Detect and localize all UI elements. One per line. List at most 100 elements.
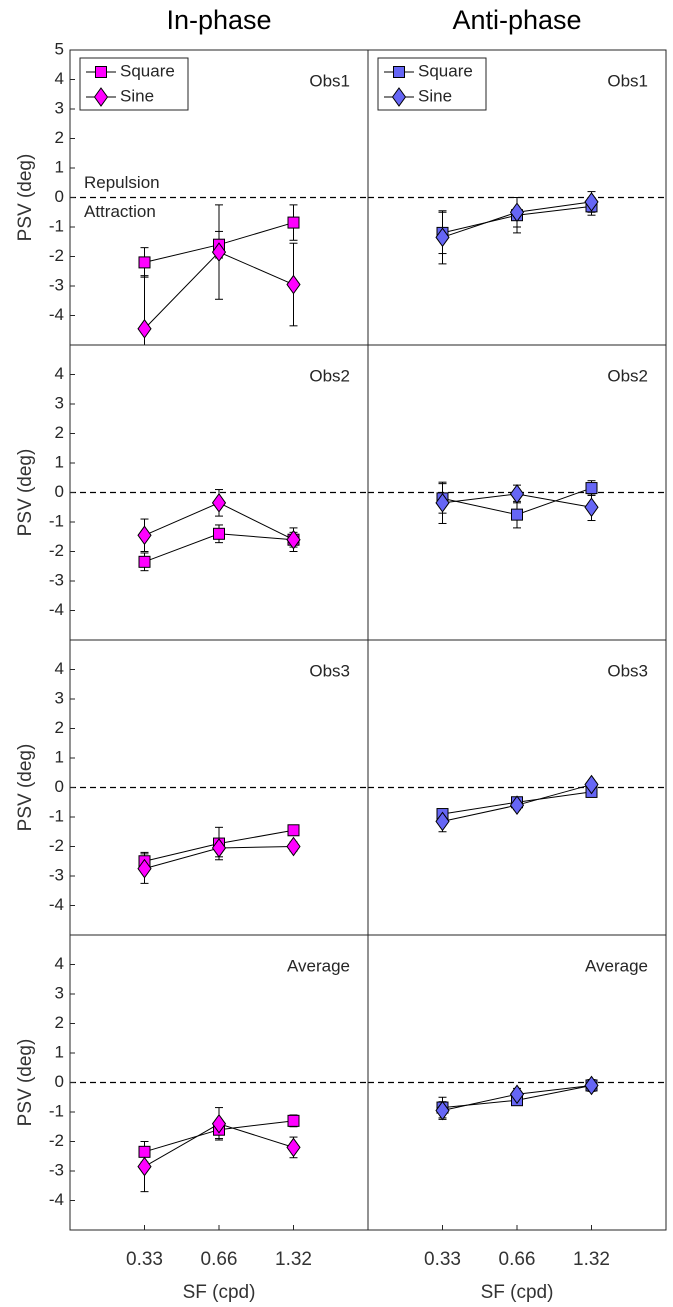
x-axis-label: SF (cpd) bbox=[183, 1282, 256, 1303]
data-point bbox=[286, 529, 301, 550]
data-point bbox=[137, 858, 152, 879]
panel-label: Average bbox=[585, 956, 648, 975]
data-point bbox=[213, 527, 225, 540]
plot-area bbox=[70, 786, 368, 884]
panel-label: Obs3 bbox=[309, 661, 350, 680]
y-tick-label: -2 bbox=[49, 246, 64, 265]
panel: Anti-phase Obs1 Square Sine bbox=[367, 5, 667, 346]
data-point bbox=[287, 824, 300, 837]
x-tick-label: 0.33 bbox=[126, 1249, 163, 1270]
column-title: In-phase bbox=[166, 5, 271, 35]
x-tick-label: 1.32 bbox=[573, 1249, 610, 1270]
data-point bbox=[286, 836, 301, 857]
data-point bbox=[584, 1075, 599, 1096]
panel-label: Obs2 bbox=[607, 366, 648, 385]
y-tick-label: 1 bbox=[55, 1042, 64, 1061]
plot-area bbox=[368, 1075, 666, 1121]
y-tick-label: -1 bbox=[49, 216, 64, 235]
data-point bbox=[211, 242, 227, 262]
y-tick-label: 5 bbox=[55, 39, 64, 58]
data-point bbox=[287, 216, 300, 229]
y-tick-label: 2 bbox=[55, 718, 64, 737]
panel: SF (cpd) 0.33 0.66 1.32 Average bbox=[367, 934, 667, 1303]
plot-area bbox=[368, 480, 666, 529]
legend: Square Sine bbox=[79, 57, 189, 111]
legend-marker bbox=[95, 66, 107, 78]
y-tick-label: -2 bbox=[49, 541, 64, 560]
panel: PSV (deg) -4 -3 -2 -1 0 1 2 3 4 Obs3 bbox=[15, 639, 369, 936]
y-tick-label: -4 bbox=[49, 600, 64, 619]
y-tick-label: 3 bbox=[55, 983, 64, 1002]
panel-label: Average bbox=[287, 956, 350, 975]
legend-label: Sine bbox=[120, 86, 154, 105]
data-point bbox=[509, 484, 525, 504]
panel-label: Obs3 bbox=[607, 661, 648, 680]
y-tick-label: -4 bbox=[49, 895, 64, 914]
y-tick-label: 1 bbox=[55, 452, 64, 471]
data-point bbox=[435, 227, 450, 248]
y-tick-label: 3 bbox=[55, 688, 64, 707]
plot-area bbox=[70, 1081, 368, 1193]
legend-label: Square bbox=[120, 61, 175, 80]
y-tick-label: -3 bbox=[49, 1160, 64, 1179]
y-tick-label: 0 bbox=[55, 482, 64, 501]
y-tick-label: -1 bbox=[49, 1101, 64, 1120]
y-tick-label: 3 bbox=[55, 98, 64, 117]
data-point bbox=[435, 1100, 450, 1121]
y-tick-label: -1 bbox=[49, 511, 64, 530]
data-point bbox=[584, 497, 599, 518]
y-axis-label: PSV (deg) bbox=[15, 154, 36, 242]
legend-marker bbox=[391, 87, 407, 107]
y-tick-label: -4 bbox=[49, 1190, 64, 1209]
panel: Obs3 bbox=[367, 639, 667, 936]
data-point bbox=[137, 1156, 152, 1177]
y-tick-label: 1 bbox=[55, 747, 64, 766]
legend-label: Square bbox=[418, 61, 473, 80]
y-tick-label: 4 bbox=[55, 69, 64, 88]
data-point bbox=[211, 1113, 227, 1134]
panel-label: Obs1 bbox=[607, 71, 648, 90]
data-point bbox=[435, 811, 450, 832]
panel: PSV (deg) -4 -3 -2 -1 0 1 2 3 4 Obs2 bbox=[15, 344, 369, 641]
y-tick-label: 0 bbox=[55, 187, 64, 206]
y-tick-label: -2 bbox=[49, 836, 64, 855]
data-point bbox=[211, 838, 227, 858]
y-tick-label: -3 bbox=[49, 570, 64, 589]
data-point bbox=[138, 256, 151, 269]
panel-label: Obs2 bbox=[309, 366, 350, 385]
legend-label: Sine bbox=[418, 86, 452, 105]
y-tick-label: 0 bbox=[55, 777, 64, 796]
y-tick-label: -2 bbox=[49, 1131, 64, 1150]
data-point bbox=[286, 1137, 301, 1158]
y-tick-label: -1 bbox=[49, 806, 64, 825]
data-point bbox=[137, 525, 152, 546]
legend-marker bbox=[93, 87, 109, 107]
data-point bbox=[286, 274, 301, 295]
panel: PSV (deg) SF (cpd) -4 -3 -2 -1 0 1 2 3 4 0.33 0.66 1.… bbox=[15, 934, 369, 1303]
data-point bbox=[509, 795, 525, 816]
data-point bbox=[511, 508, 523, 521]
column-title: Anti-phase bbox=[452, 5, 581, 35]
x-tick-label: 1.32 bbox=[275, 1249, 312, 1270]
y-axis-label: PSV (deg) bbox=[15, 449, 36, 537]
y-tick-label: 3 bbox=[55, 393, 64, 412]
annotation: Repulsion bbox=[84, 173, 160, 192]
data-point bbox=[211, 492, 227, 513]
y-tick-label: 2 bbox=[55, 1013, 64, 1032]
panel: In-phase PSV (deg) -4 -3 -2 -1 0 1 2 3 4 5 Obs1 Repul… bbox=[15, 5, 369, 346]
data-point bbox=[509, 202, 525, 223]
y-axis-label: PSV (deg) bbox=[15, 744, 36, 832]
plot-area bbox=[368, 774, 666, 833]
y-tick-label: 4 bbox=[55, 659, 64, 678]
data-point bbox=[435, 492, 450, 513]
x-tick-label: 0.66 bbox=[201, 1249, 238, 1270]
y-axis-label: PSV (deg) bbox=[15, 1039, 36, 1127]
y-tick-label: 1 bbox=[55, 157, 64, 176]
y-tick-label: 2 bbox=[55, 128, 64, 147]
y-tick-label: 4 bbox=[55, 954, 64, 973]
y-tick-label: 4 bbox=[55, 364, 64, 383]
plot-area bbox=[368, 191, 666, 265]
x-axis-label: SF (cpd) bbox=[481, 1282, 554, 1303]
data-point bbox=[287, 1114, 300, 1127]
